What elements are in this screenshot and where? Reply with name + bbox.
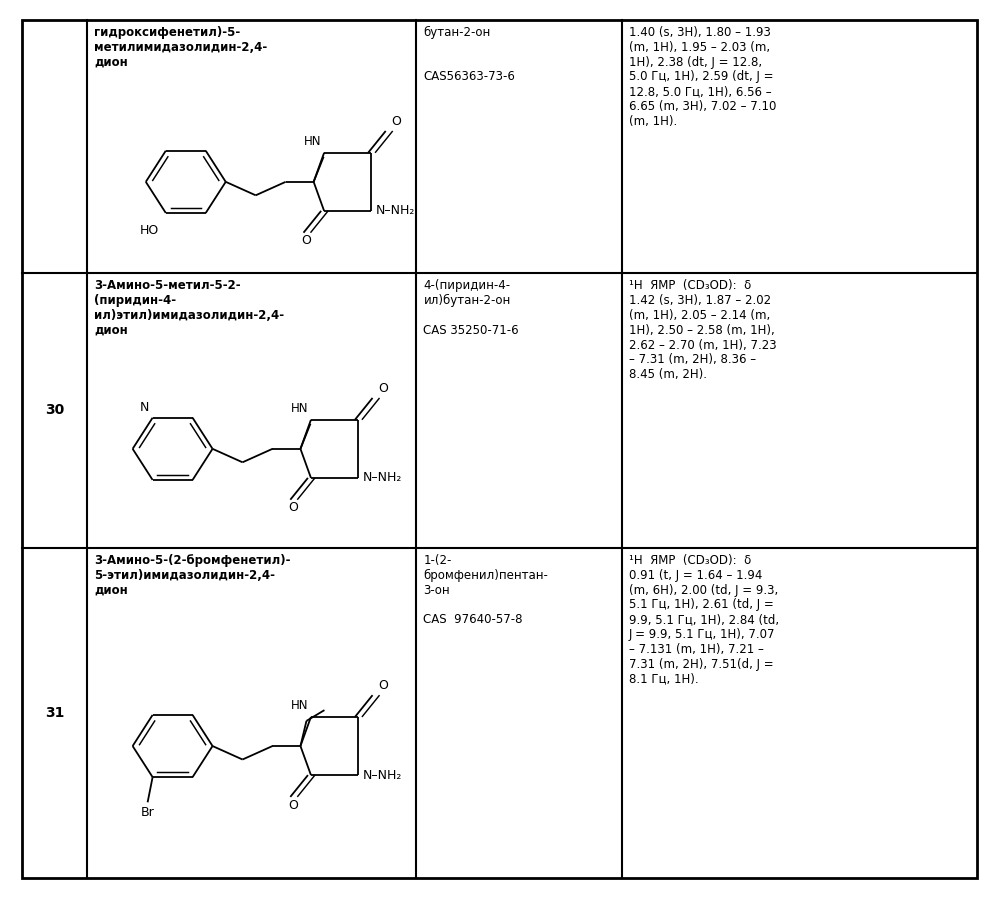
Text: 9.9, 5.1 Гц, 1H), 2.84 (td,: 9.9, 5.1 Гц, 1H), 2.84 (td, [628, 613, 779, 626]
Text: 0.91 (t, J = 1.64 – 1.94: 0.91 (t, J = 1.64 – 1.94 [628, 568, 762, 582]
Text: 8.45 (m, 2H).: 8.45 (m, 2H). [628, 368, 706, 381]
Text: дион: дион [94, 324, 128, 337]
Text: HO: HO [140, 224, 159, 237]
Text: O: O [289, 501, 299, 515]
Text: – 7.131 (m, 1H), 7.21 –: – 7.131 (m, 1H), 7.21 – [628, 643, 763, 656]
Text: N: N [140, 401, 150, 414]
Text: 3-он: 3-он [424, 584, 450, 596]
Text: бромфенил)пентан-: бромфенил)пентан- [424, 568, 548, 582]
Text: 5-этил)имидазолидин-2,4-: 5-этил)имидазолидин-2,4- [94, 568, 275, 582]
Text: J = 9.9, 5.1 Гц, 1H), 7.07: J = 9.9, 5.1 Гц, 1H), 7.07 [628, 628, 775, 641]
Text: 6.65 (m, 3H), 7.02 – 7.10: 6.65 (m, 3H), 7.02 – 7.10 [628, 101, 776, 113]
Text: дион: дион [94, 584, 128, 596]
Text: 5.0 Гц, 1H), 2.59 (dt, J =: 5.0 Гц, 1H), 2.59 (dt, J = [628, 71, 773, 84]
Text: (m, 1H).: (m, 1H). [628, 115, 677, 128]
Text: (m, 6H), 2.00 (td, J = 9.3,: (m, 6H), 2.00 (td, J = 9.3, [628, 584, 778, 596]
Text: 31: 31 [45, 706, 64, 720]
Text: 1H), 2.38 (dt, J = 12.8,: 1H), 2.38 (dt, J = 12.8, [628, 56, 762, 68]
Text: 3-Амино-5-метил-5-2-: 3-Амино-5-метил-5-2- [94, 279, 241, 292]
Text: O: O [379, 680, 389, 692]
Text: 1.42 (s, 3H), 1.87 – 2.02: 1.42 (s, 3H), 1.87 – 2.02 [628, 295, 771, 307]
Text: – 7.31 (m, 2H), 8.36 –: – 7.31 (m, 2H), 8.36 – [628, 354, 756, 366]
Text: 5.1 Гц, 1H), 2.61 (td, J =: 5.1 Гц, 1H), 2.61 (td, J = [628, 598, 773, 612]
Text: O: O [289, 798, 299, 812]
Text: CAS56363-73-6: CAS56363-73-6 [424, 71, 515, 84]
Text: Br: Br [141, 806, 155, 819]
Text: O: O [392, 115, 402, 128]
Text: N–NH₂: N–NH₂ [363, 471, 403, 484]
Text: 1H), 2.50 – 2.58 (m, 1H),: 1H), 2.50 – 2.58 (m, 1H), [628, 324, 774, 337]
Text: O: O [379, 383, 389, 395]
Text: метилимидазолидин-2,4-: метилимидазолидин-2,4- [94, 41, 267, 54]
Text: 4-(пиридин-4-: 4-(пиридин-4- [424, 279, 510, 292]
Text: 8.1 Гц, 1H).: 8.1 Гц, 1H). [628, 673, 698, 685]
Text: дион: дион [94, 56, 128, 68]
Text: O: O [302, 234, 312, 248]
Text: HN: HN [291, 402, 308, 415]
Text: (m, 1H), 2.05 – 2.14 (m,: (m, 1H), 2.05 – 2.14 (m, [628, 309, 770, 321]
Text: ¹H  ЯМР  (CD₃OD):  δ: ¹H ЯМР (CD₃OD): δ [628, 554, 751, 567]
Text: ил)этил)имидазолидин-2,4-: ил)этил)имидазолидин-2,4- [94, 309, 284, 321]
Text: 3-Амино-5-(2-бромфенетил)-: 3-Амино-5-(2-бромфенетил)- [94, 554, 291, 567]
Text: 30: 30 [45, 403, 64, 418]
Text: HN: HN [304, 136, 321, 148]
Text: 1.40 (s, 3H), 1.80 – 1.93: 1.40 (s, 3H), 1.80 – 1.93 [628, 26, 770, 39]
Text: ¹H  ЯМР  (CD₃OD):  δ: ¹H ЯМР (CD₃OD): δ [628, 279, 751, 292]
Text: N–NH₂: N–NH₂ [363, 769, 403, 781]
Text: гидроксифенетил)-5-: гидроксифенетил)-5- [94, 26, 240, 39]
Text: 1-(2-: 1-(2- [424, 554, 452, 567]
Text: бутан-2-он: бутан-2-он [424, 26, 491, 40]
Text: HN: HN [291, 700, 308, 712]
Text: N–NH₂: N–NH₂ [376, 205, 416, 217]
Text: 12.8, 5.0 Гц, 1H), 6.56 –: 12.8, 5.0 Гц, 1H), 6.56 – [628, 85, 771, 98]
Text: (m, 1H), 1.95 – 2.03 (m,: (m, 1H), 1.95 – 2.03 (m, [628, 41, 770, 54]
Text: CAS 35250-71-6: CAS 35250-71-6 [424, 324, 519, 337]
Text: 7.31 (m, 2H), 7.51(d, J =: 7.31 (m, 2H), 7.51(d, J = [628, 657, 773, 671]
Text: 2.62 – 2.70 (m, 1H), 7.23: 2.62 – 2.70 (m, 1H), 7.23 [628, 339, 776, 351]
Text: (пиридин-4-: (пиридин-4- [94, 295, 176, 307]
Text: ил)бутан-2-он: ил)бутан-2-он [424, 295, 510, 307]
Text: CAS  97640-57-8: CAS 97640-57-8 [424, 613, 522, 626]
